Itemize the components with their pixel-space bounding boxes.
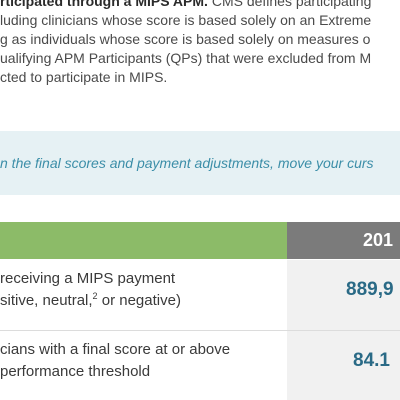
intro-line-4: ualifying APM Participants (QPs) that we… [0,50,372,66]
intro-line-1: rticipated through a MIPS APM. CMS defin… [0,0,400,11]
intro-line-3: g as individuals whose score is based so… [0,31,371,47]
footnote-marker[interactable]: 2 [92,291,98,301]
table-header-label-cell [0,222,287,259]
row-value-cell [287,260,400,330]
row-label-line-2: performance threshold [0,363,151,380]
table-row[interactable]: cians with a final score at or above per… [0,331,400,400]
intro-line-5: cted to participate in MIPS. [0,69,168,85]
row-label-line-1: receiving a MIPS payment [0,270,176,287]
intro-paragraph: rticipated through a MIPS APM. CMS defin… [0,0,400,87]
row-value[interactable]: 889,9 [346,279,394,300]
intro-line-2: luding clinicians whose score is based s… [0,12,372,28]
row-label-line-2: sitive, neutral,2 or negative) [0,290,282,312]
instruction-callout: n the final scores and payment adjustmen… [0,131,400,195]
intro-bold-text: rticipated through a MIPS APM. [0,0,208,9]
table-row[interactable]: receiving a MIPS payment sitive, neutral… [0,260,400,331]
table-header-year-cell [287,222,400,259]
callout-text: n the final scores and payment adjustmen… [0,155,374,171]
row-label: receiving a MIPS payment sitive, neutral… [0,268,282,312]
row-label: cians with a final score at or above per… [0,339,282,383]
row-value-cell [287,331,400,400]
row-label-line-2b: or negative) [97,292,181,309]
results-table: 201 receiving a MIPS payment sitive, neu… [0,222,400,400]
row-label-line-2a: sitive, neutral, [0,292,93,309]
table-header-year: 201 [363,230,394,250]
row-label-line-1: cians with a final score at or above [0,341,231,358]
row-value[interactable]: 84.1 [353,350,390,371]
intro-line-1-text: CMS defines participating [207,0,372,9]
